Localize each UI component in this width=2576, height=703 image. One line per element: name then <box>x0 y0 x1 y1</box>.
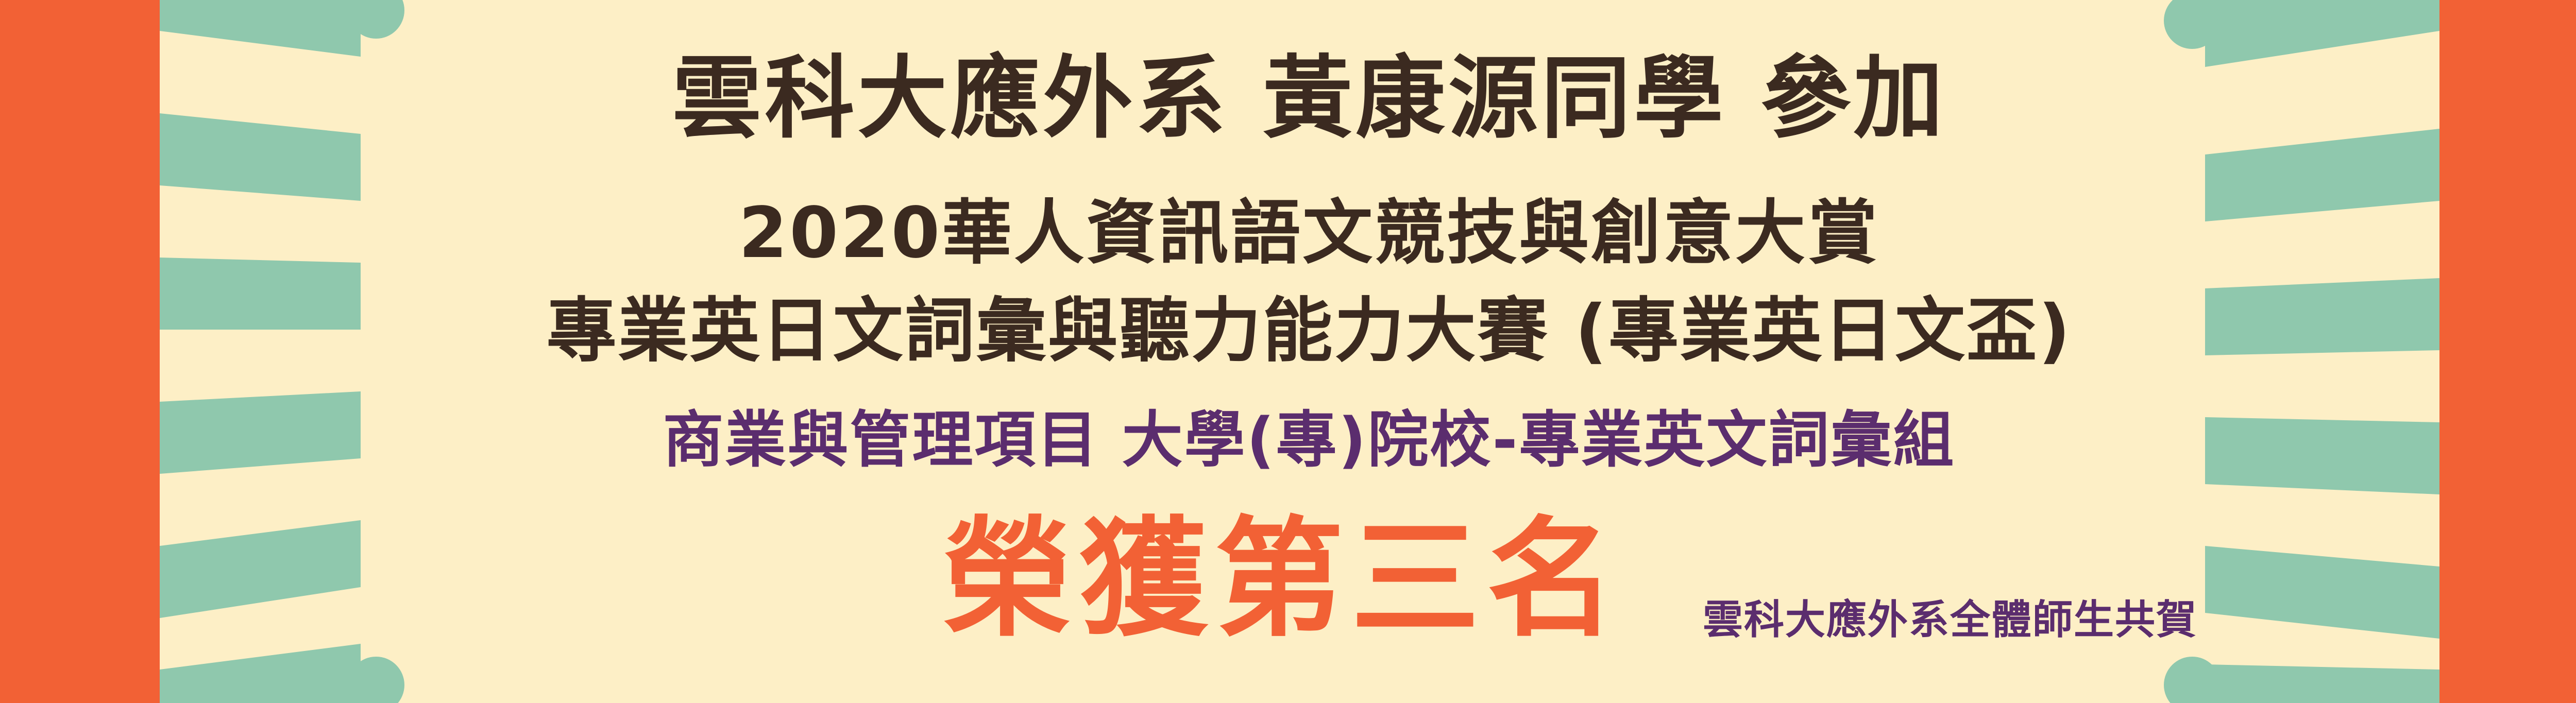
award-text: 榮獲第三名 <box>943 504 1623 654</box>
left-ray-cap <box>348 657 404 703</box>
right-ray <box>2205 664 2439 703</box>
competition-title: 2020華人資訊語文競技與創意大賞 <box>738 193 1880 274</box>
right-ray <box>2205 129 2439 221</box>
category-title: 商業與管理項目 大學(專)院校-專業英文詞彙組 <box>663 404 1956 475</box>
left-ray <box>160 391 361 474</box>
left-ray <box>160 520 361 618</box>
left-ray <box>160 113 361 201</box>
right-ray <box>2205 546 2439 639</box>
headline: 雲科大應外系 黃康源同學 參加 <box>672 46 1946 151</box>
right-orange-bar <box>2439 0 2576 703</box>
left-ray <box>160 0 361 57</box>
left-ray-cap <box>348 0 404 39</box>
right-ray <box>2205 278 2439 355</box>
left-ray <box>160 644 361 703</box>
left-ray <box>160 258 361 330</box>
right-ray-cap <box>2164 657 2221 703</box>
right-ray-cap <box>2164 0 2221 49</box>
right-ray <box>2205 0 2439 67</box>
left-orange-bar <box>0 0 160 703</box>
right-ray <box>2205 417 2439 494</box>
contest-title: 專業英日文詞彙與聽力能力大賽 (專業英日文盃) <box>546 290 2072 372</box>
congratulations-text: 雲科大應外系全體師生共賀 <box>1703 597 2198 643</box>
